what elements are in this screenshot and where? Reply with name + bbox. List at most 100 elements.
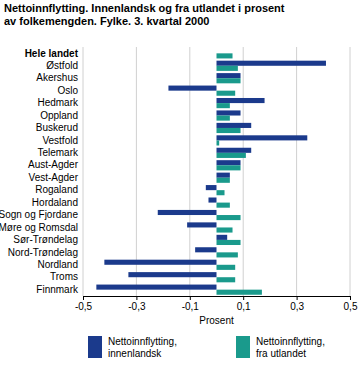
grid-line xyxy=(243,47,244,296)
bar xyxy=(96,285,216,290)
x-tick: 0,1 xyxy=(237,296,251,312)
bar xyxy=(217,227,233,232)
bar xyxy=(217,235,228,240)
category-label: Akershus xyxy=(36,72,78,83)
bar xyxy=(208,197,216,202)
bar xyxy=(217,140,220,145)
x-tick-mark xyxy=(83,296,84,300)
bar xyxy=(217,165,241,170)
x-tick-label: -0,3 xyxy=(128,301,146,312)
y-tick: Buskerud xyxy=(36,122,83,133)
legend-item: Nettoinnflytting,innenlandsk xyxy=(88,336,177,359)
y-tick: Hordaland xyxy=(32,197,83,208)
bar xyxy=(128,272,216,277)
grid-line xyxy=(189,47,190,296)
x-tick: 0,5 xyxy=(344,296,358,312)
category-label: Sør-Trøndelag xyxy=(13,234,78,245)
bar xyxy=(217,290,262,295)
series xyxy=(96,61,326,290)
y-tick: Sør-Trøndelag xyxy=(13,234,83,245)
y-tick: Vest-Agder xyxy=(29,172,83,183)
x-axis-line xyxy=(84,297,351,301)
bar xyxy=(217,215,241,220)
category-label: Sogn og Fjordane xyxy=(0,209,78,220)
y-tick: Østfold xyxy=(46,60,83,71)
y-tick: Hele landet xyxy=(25,48,83,59)
title-line: av folkemengden. Fylke. 3. kvartal 2000 xyxy=(4,15,209,27)
legend-label-line: innenlandsk xyxy=(108,348,162,359)
bar xyxy=(187,222,216,227)
bar xyxy=(217,160,241,165)
y-tick: Vestfold xyxy=(42,135,83,146)
category-label: Østfold xyxy=(46,60,78,71)
y-tick: Telemark xyxy=(37,147,83,158)
x-tick: -0,1 xyxy=(182,296,200,312)
bar xyxy=(217,53,233,58)
bar xyxy=(217,116,230,121)
bar xyxy=(217,135,308,140)
bar xyxy=(217,153,246,158)
x-tick-mark xyxy=(136,296,137,300)
bar xyxy=(217,91,236,96)
y-tick: Hedmark xyxy=(37,97,83,108)
y-tick: Oppland xyxy=(40,110,83,121)
bar xyxy=(217,190,225,195)
bar xyxy=(217,203,230,208)
bar xyxy=(195,247,216,252)
bar xyxy=(217,128,241,133)
x-axis: -0,5 -0,3 -0,1 0,1 0,3 0,5 xyxy=(75,296,358,312)
y-tick: Akershus xyxy=(36,72,83,83)
bar xyxy=(217,252,238,257)
category-label: Troms xyxy=(50,271,78,282)
category-label: Finnmark xyxy=(36,284,79,295)
bar xyxy=(217,148,252,153)
bar xyxy=(206,185,217,190)
category-label: Nord-Trøndelag xyxy=(8,247,78,258)
category-label: Hordaland xyxy=(32,197,78,208)
bars xyxy=(96,53,326,294)
x-tick-label: -0,5 xyxy=(75,301,93,312)
bar xyxy=(217,110,241,115)
bar xyxy=(217,265,236,270)
bar xyxy=(158,210,217,215)
x-tick-label: 0,1 xyxy=(237,301,251,312)
grid-line xyxy=(83,47,84,296)
y-tick: Finnmark xyxy=(36,284,83,295)
bar xyxy=(217,277,236,282)
category-label: Aust-Agder xyxy=(28,159,79,170)
grid-line xyxy=(350,47,351,296)
title-line: Nettoinnflytting. Innenlandsk og fra utl… xyxy=(4,2,285,14)
bar xyxy=(217,240,241,245)
grid-line xyxy=(136,47,137,296)
bar xyxy=(217,173,230,178)
grid xyxy=(83,47,350,296)
legend-label: Nettoinnflytting,innenlandsk xyxy=(108,336,177,359)
x-tick-mark xyxy=(350,296,351,300)
bar xyxy=(217,78,241,83)
y-tick: Oslo xyxy=(57,85,83,96)
legend-label-line: Nettoinnflytting, xyxy=(256,336,325,347)
legend-label-line: fra utlandet xyxy=(256,348,306,359)
y-tick: Nord-Trøndelag xyxy=(8,247,83,258)
bar xyxy=(217,103,230,108)
grid-line xyxy=(296,47,297,296)
category-label: Buskerud xyxy=(36,122,78,133)
y-tick: Aust-Agder xyxy=(28,159,83,170)
bar xyxy=(217,123,252,128)
bar xyxy=(217,66,238,71)
y-axis: Hele landetØstfoldAkershus OsloHedmark Opp… xyxy=(0,48,83,295)
x-tick-mark xyxy=(190,296,191,300)
x-tick-label: 0,5 xyxy=(344,301,358,312)
category-label: Hele landet xyxy=(25,48,79,59)
category-label: Vest-Agder xyxy=(29,172,79,183)
x-tick-label: 0,3 xyxy=(290,301,304,312)
y-tick: Nordland xyxy=(37,259,83,270)
y-tick: Møre og Romsdal xyxy=(0,222,83,233)
category-label: Nordland xyxy=(37,259,78,270)
legend-item: Nettoinnflytting,fra utlandet xyxy=(236,336,325,359)
bar xyxy=(217,98,265,103)
category-label: Rogaland xyxy=(35,184,78,195)
legend-swatch xyxy=(88,336,102,358)
category-label: Vestfold xyxy=(42,135,78,146)
category-label: Oppland xyxy=(40,110,78,121)
